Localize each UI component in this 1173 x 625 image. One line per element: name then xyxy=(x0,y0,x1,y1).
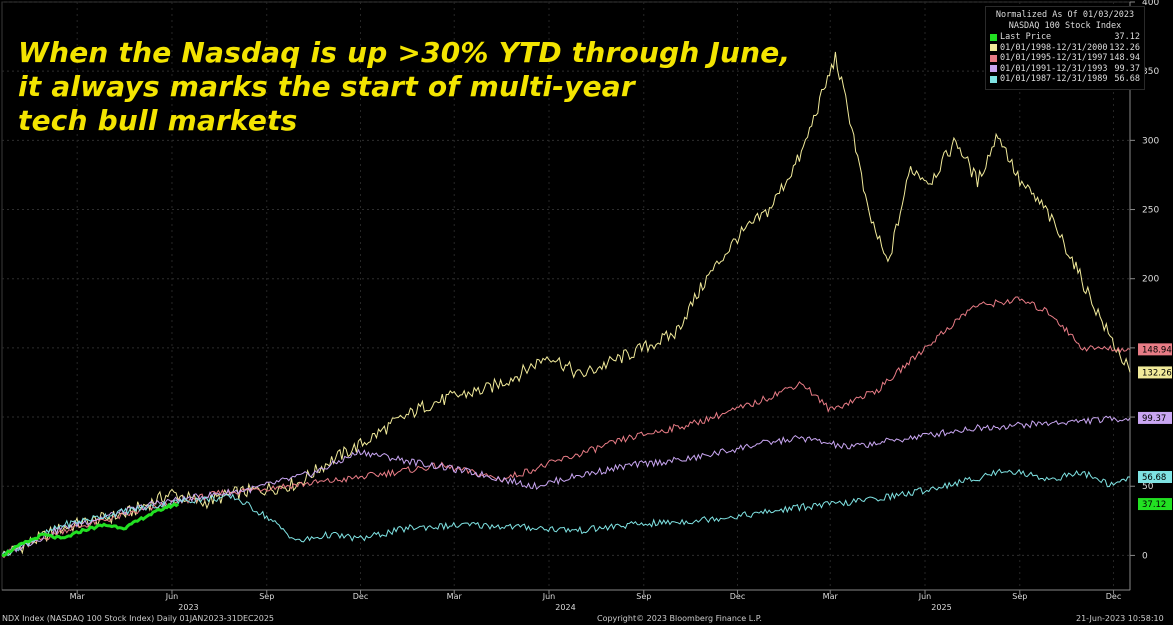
x-tick-label: Mar xyxy=(447,592,463,601)
value-tag xyxy=(1138,366,1172,379)
value-tag-label: 99.37 xyxy=(1142,414,1166,424)
legend-swatch xyxy=(990,44,997,52)
x-tick-label: Sep xyxy=(259,592,274,601)
series-line xyxy=(1,296,1131,559)
legend-swatch xyxy=(990,65,997,73)
value-tag-label: 37.12 xyxy=(1142,500,1166,510)
legend-header-index: NASDAQ 100 Stock Index xyxy=(1008,21,1122,31)
legend-item-1998-2000: 01/01/1998-12/31/2000 132.26 xyxy=(990,43,1140,54)
y-tick-label: 400 xyxy=(1142,0,1159,8)
legend-label: Last Price xyxy=(1000,32,1052,42)
series-line xyxy=(1,415,1131,556)
value-tag xyxy=(1138,470,1172,483)
legend-swatch xyxy=(990,75,997,83)
legend-swatch xyxy=(990,33,997,41)
x-year-label: 2025 xyxy=(931,603,951,612)
legend-value: 99.37 xyxy=(1114,63,1140,74)
value-tag xyxy=(1138,498,1172,511)
headline-line-1: When the Nasdaq is up >30% YTD through J… xyxy=(18,36,791,69)
series-line xyxy=(1,51,1131,556)
series-line xyxy=(1,502,180,557)
x-year-label: 2023 xyxy=(178,603,198,612)
value-tag-label: 132.26 xyxy=(1142,368,1172,378)
legend-item-last-price: Last Price 37.12 xyxy=(990,32,1140,43)
legend-label: 01/01/1998-12/31/2000 xyxy=(1000,42,1108,53)
legend: Normalized As Of 01/03/2023 NASDAQ 100 S… xyxy=(985,6,1145,90)
legend-label: 01/01/1991-12/31/1993 xyxy=(1000,63,1108,74)
series-line xyxy=(1,468,1131,557)
y-tick-label: 200 xyxy=(1142,275,1159,285)
legend-value: 148.94 xyxy=(1109,53,1140,63)
y-tick-label: 350 xyxy=(1142,67,1159,77)
y-tick-label: 300 xyxy=(1142,136,1159,146)
x-tick-label: Jun xyxy=(542,592,556,601)
x-tick-label: Dec xyxy=(1106,592,1121,601)
y-tick-label: 0 xyxy=(1142,551,1148,561)
x-tick-label: Jun xyxy=(165,592,179,601)
value-tag xyxy=(1138,343,1172,356)
headline-line-3: tech bull markets xyxy=(18,104,298,137)
legend-header-normalized: Normalized As Of 01/03/2023 xyxy=(995,10,1135,20)
x-tick-label: Jun xyxy=(918,592,932,601)
y-tick-label: 250 xyxy=(1142,206,1159,216)
footer-timestamp: 21-Jun-2023 10:58:10 xyxy=(1076,614,1164,623)
headline-line-2: it always marks the start of multi-year xyxy=(18,70,635,103)
y-tick-label: 50 xyxy=(1142,482,1154,492)
legend-item-1991-1993: 01/01/1991-12/31/1993 99.37 xyxy=(990,64,1140,75)
footer-copyright: Copyright© 2023 Bloomberg Finance L.P. xyxy=(597,614,762,623)
value-tag xyxy=(1138,411,1172,424)
chart-headline: When the Nasdaq is up >30% YTD through J… xyxy=(18,36,818,138)
x-tick-label: Sep xyxy=(1012,592,1027,601)
x-tick-label: Dec xyxy=(730,592,745,601)
x-tick-label: Sep xyxy=(636,592,651,601)
footer-security: NDX Index (NASDAQ 100 Stock Index) Daily… xyxy=(2,614,274,623)
legend-value: 56.68 xyxy=(1114,74,1140,84)
x-tick-label: Mar xyxy=(70,592,86,601)
legend-item-1995-1997: 01/01/1995-12/31/1997 148.94 xyxy=(990,53,1140,64)
legend-value: 37.12 xyxy=(1114,32,1140,42)
legend-label: 01/01/1995-12/31/1997 xyxy=(1000,53,1108,63)
x-tick-label: Dec xyxy=(353,592,368,601)
legend-item-1987-1989: 01/01/1987-12/31/1989 56.68 xyxy=(990,74,1140,85)
x-year-label: 2024 xyxy=(555,603,575,612)
legend-swatch xyxy=(990,54,997,62)
x-tick-label: Mar xyxy=(823,592,839,601)
legend-label: 01/01/1987-12/31/1989 xyxy=(1000,74,1108,84)
value-tag-label: 148.94 xyxy=(1142,345,1172,355)
legend-value: 132.26 xyxy=(1109,42,1140,53)
value-tag-label: 56.68 xyxy=(1142,473,1166,483)
